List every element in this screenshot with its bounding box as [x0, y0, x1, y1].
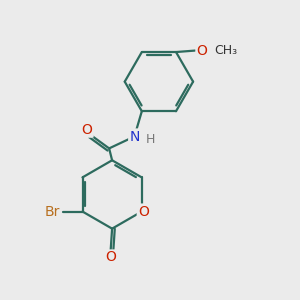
Text: N: N [129, 130, 140, 143]
Text: CH₃: CH₃ [214, 44, 237, 57]
Text: Br: Br [44, 205, 60, 219]
Text: O: O [105, 250, 116, 265]
Text: O: O [196, 44, 207, 58]
Text: O: O [138, 205, 148, 219]
Text: O: O [82, 123, 93, 137]
Text: H: H [146, 133, 155, 146]
